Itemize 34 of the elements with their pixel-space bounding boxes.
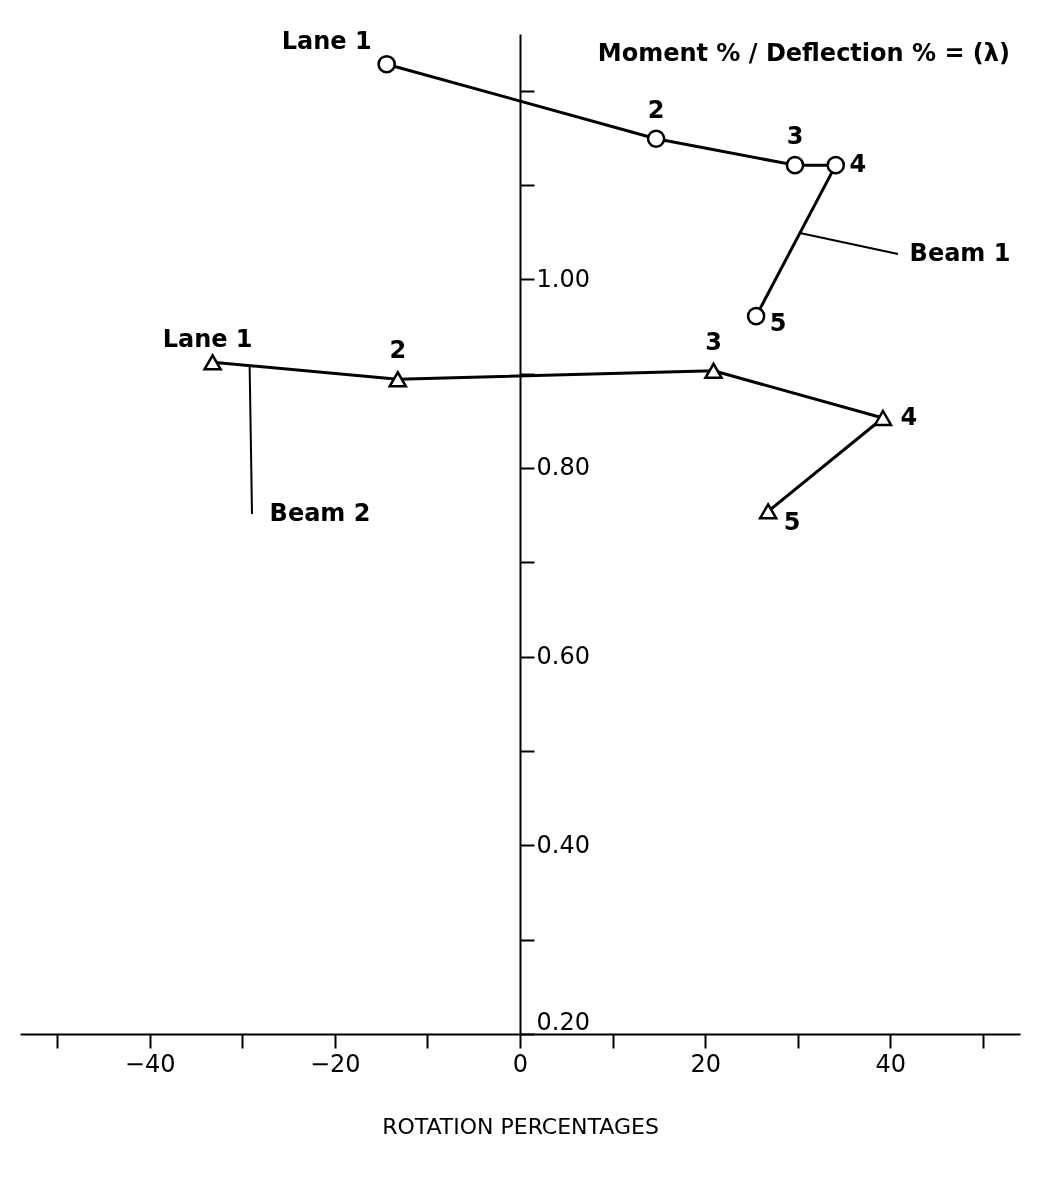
text: Beam 2 bbox=[269, 499, 371, 527]
y-tick-label: 0.60 bbox=[536, 642, 590, 671]
annotation: 4 bbox=[849, 150, 867, 179]
annotation: 3 bbox=[705, 327, 722, 356]
y-tick-label: 0.40 bbox=[536, 830, 590, 859]
point bbox=[704, 362, 723, 380]
point bbox=[785, 155, 805, 175]
x-tick-label: 40 bbox=[875, 1049, 907, 1078]
point bbox=[873, 409, 893, 427]
legend-label: Beam 1 bbox=[909, 239, 1011, 267]
point bbox=[758, 503, 778, 520]
annotation: 5 bbox=[769, 309, 787, 338]
x-tick-label: 20 bbox=[690, 1049, 721, 1078]
annotation: Lane 1 bbox=[162, 325, 253, 354]
x-tick-label: 0 bbox=[512, 1049, 529, 1078]
y-axis-title: Moment % / Deflection % = (λ) bbox=[597, 39, 1010, 67]
point bbox=[388, 371, 408, 388]
annotation: 2 bbox=[647, 95, 665, 124]
x-tick-label: −20 bbox=[309, 1049, 361, 1078]
point bbox=[377, 54, 396, 74]
annotation: 2 bbox=[389, 336, 407, 365]
point bbox=[203, 354, 222, 371]
y-tick-label: 0.80 bbox=[536, 453, 590, 482]
annotation: 3 bbox=[786, 122, 804, 151]
x-tick-label: −40 bbox=[124, 1049, 176, 1078]
x-axis-title: ROTATION PERCENTAGES bbox=[382, 1113, 659, 1139]
annotation: Lane 1 bbox=[281, 27, 372, 56]
annotation: 5 bbox=[783, 508, 801, 537]
point bbox=[746, 306, 766, 326]
annotation: 4 bbox=[900, 402, 918, 431]
y-tick-label: 1.00 bbox=[536, 264, 590, 293]
point bbox=[646, 129, 666, 149]
point bbox=[826, 155, 846, 175]
y-tick-label: 0.20 bbox=[536, 1007, 590, 1036]
